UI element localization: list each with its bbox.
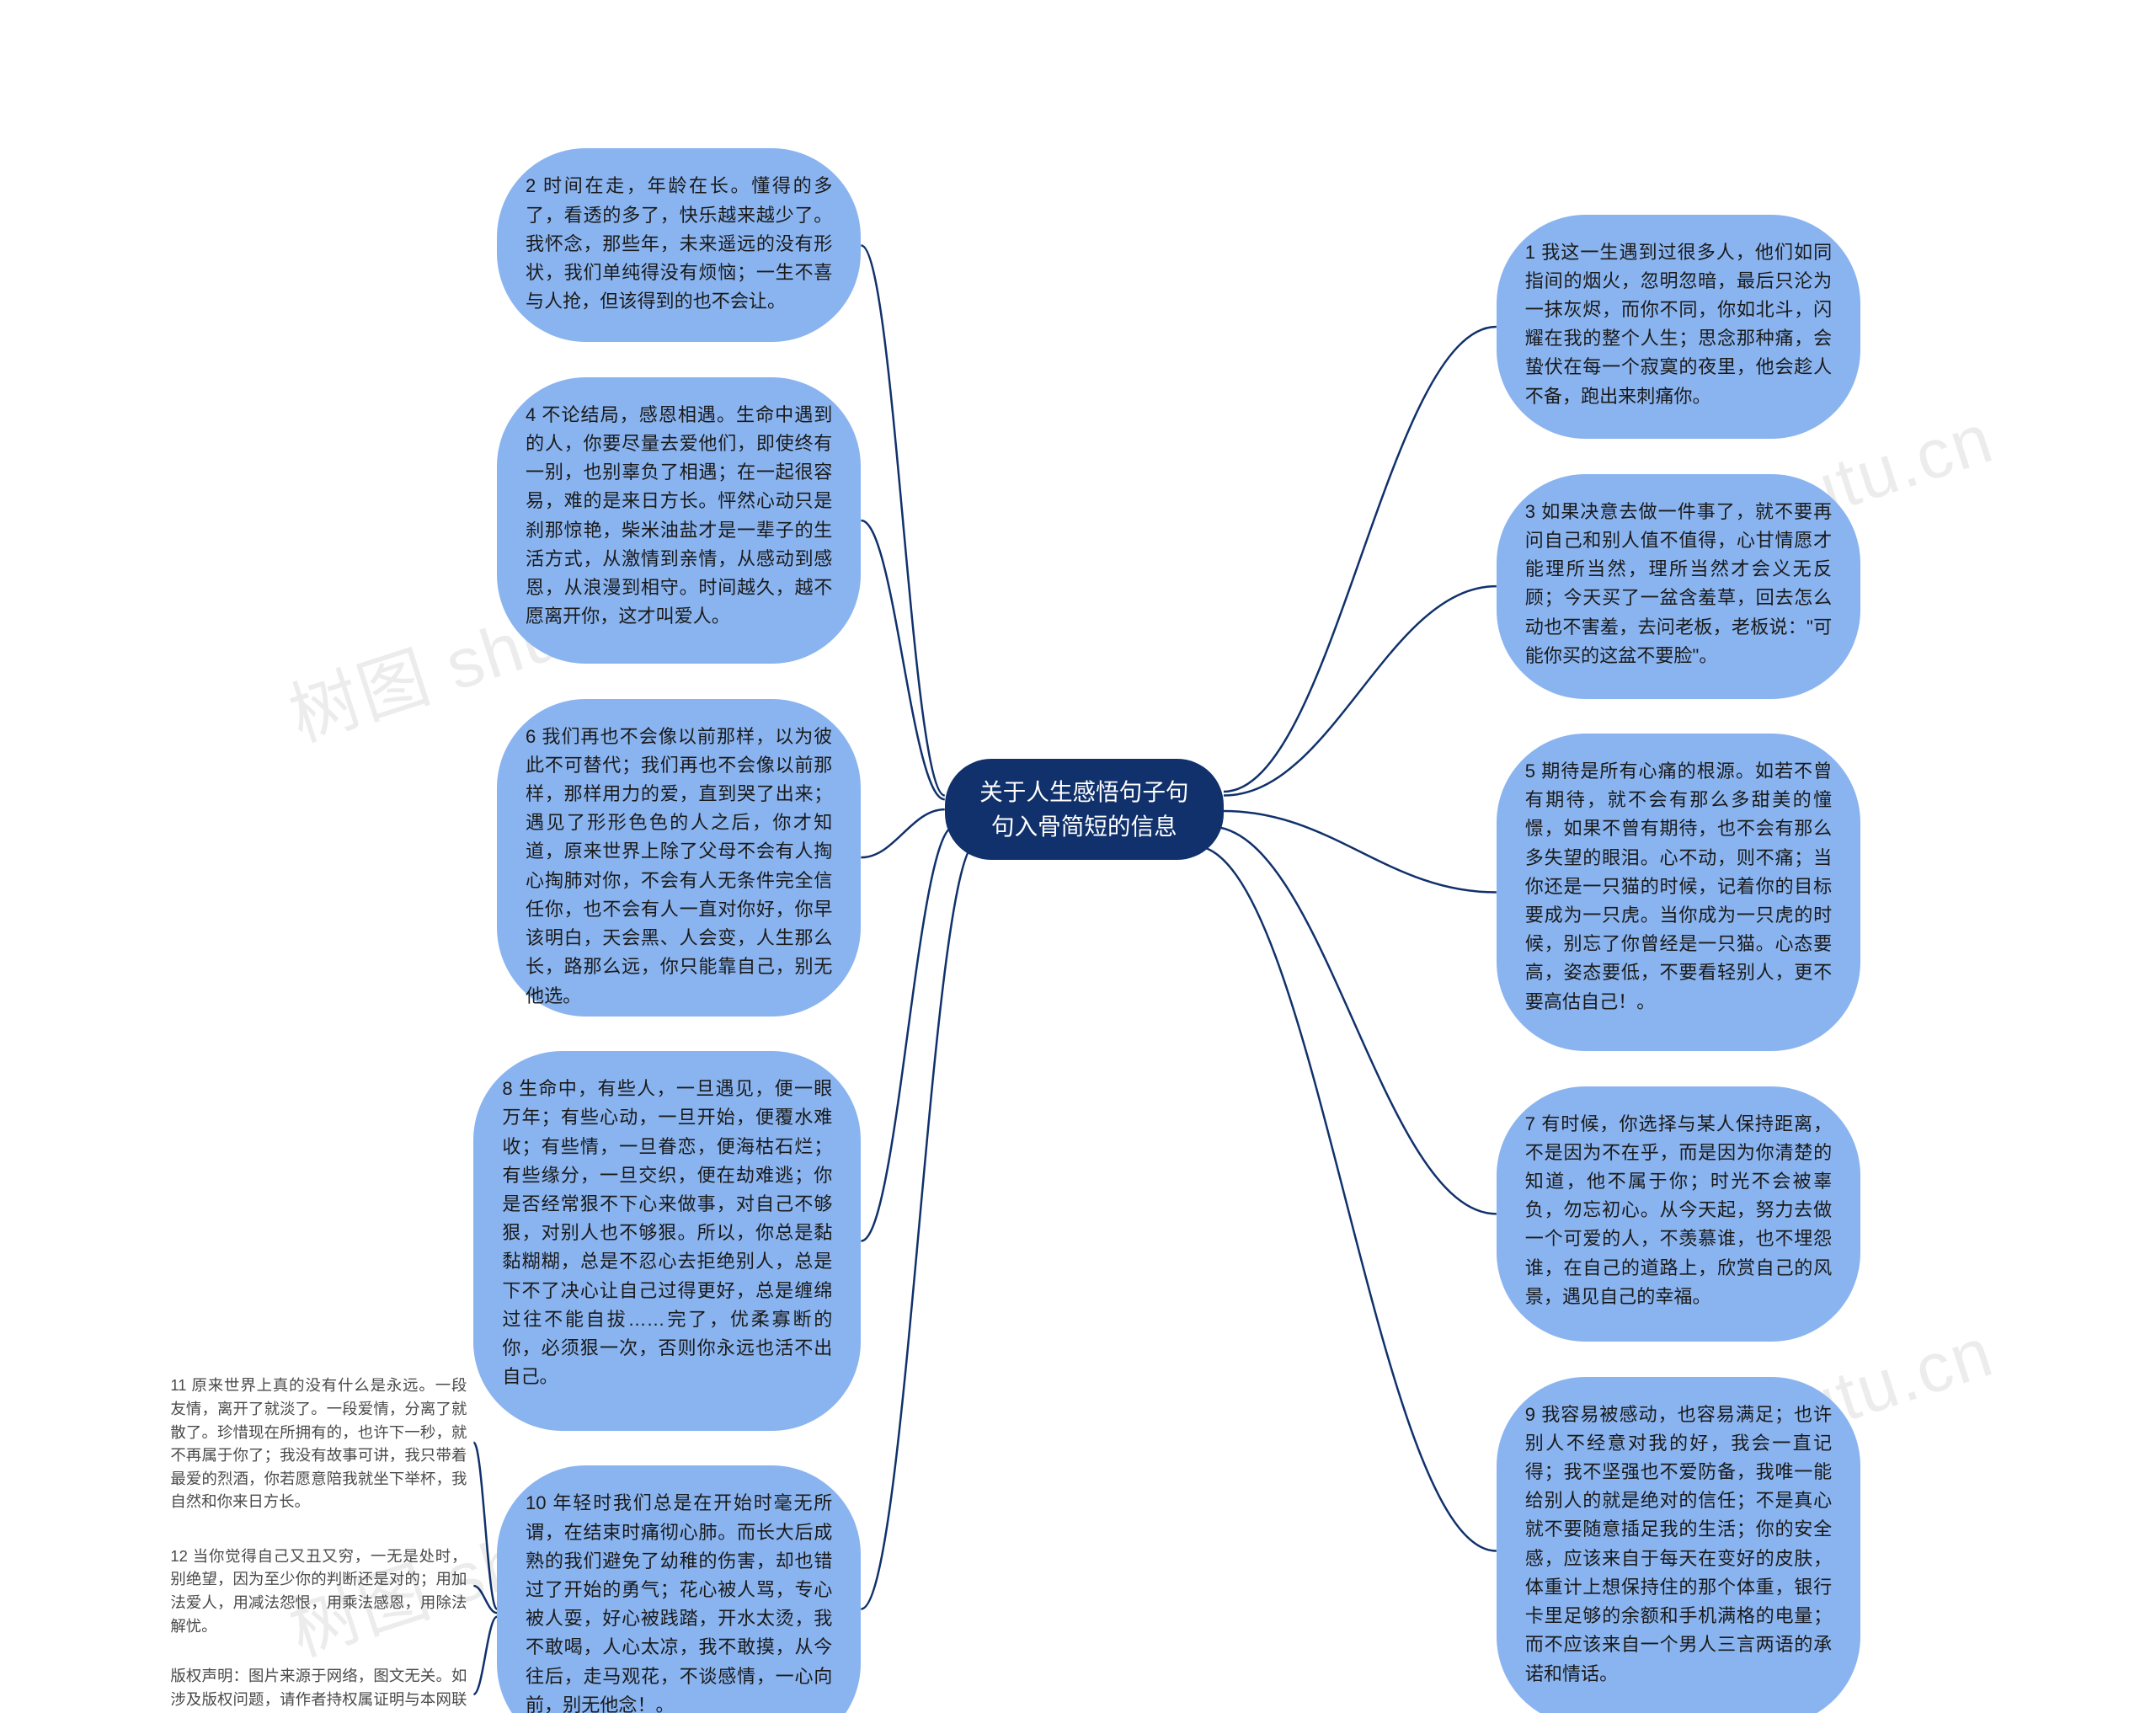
connector [861, 842, 977, 1609]
mindmap-stage: 树图 shutu.cn树图 shutu.cn树图 shutu.cn树图 shut… [0, 0, 2156, 1713]
connector [861, 520, 944, 799]
center-text: 关于人生感悟句子句句入骨简短的信息 [970, 775, 1198, 845]
connector [861, 826, 953, 1241]
plain-p12: 12 当你觉得自己又丑又穷，一无是处时，别绝望，因为至少你的判断还是对的；用加法… [163, 1540, 473, 1642]
node-n3: 3 如果决意去做一件事了，就不要再问自己和别人值不值得，心甘情愿才能理所当然，理… [1497, 474, 1860, 699]
plain-p11: 11 原来世界上真的没有什么是永远。一段友情，离开了就淡了。一段爱情，分离了就散… [163, 1369, 473, 1518]
node-text-n5: 5 期待是所有心痛的根源。如若不曾有期待，就不会有那么多甜美的憧憬，如果不曾有期… [1525, 760, 1832, 1012]
connector [1224, 327, 1497, 792]
node-text-n1: 1 我这一生遇到过很多人，他们如同指间的烟火，忽明忽暗，最后只沦为一抹灰烬，而你… [1525, 242, 1832, 407]
node-n9: 9 我容易被感动，也容易满足；也许别人不经意对我的好，我会一直记得；我不坚强也不… [1497, 1377, 1860, 1713]
node-text-n3: 3 如果决意去做一件事了，就不要再问自己和别人值不值得，心甘情愿才能理所当然，理… [1525, 501, 1832, 666]
connector [861, 245, 944, 795]
connector [473, 1586, 497, 1613]
node-text-n9: 9 我容易被感动，也容易满足；也许别人不经意对我的好，我会一直记得；我不坚强也不… [1525, 1404, 1832, 1684]
node-n2: 2 时间在走，年龄在长。懂得的多了，看透的多了，快乐越来越少了。我怀念，那些年，… [497, 148, 861, 342]
connector [1224, 586, 1497, 795]
node-text-n10: 10 年轻时我们总是在开始时毫无所谓，在结束时痛彻心肺。而长大后成熟的我们避免了… [526, 1492, 832, 1713]
connector [1194, 846, 1497, 1550]
connector [473, 1443, 497, 1609]
center-node: 关于人生感悟句子句句入骨简短的信息 [945, 759, 1224, 860]
node-n10: 10 年轻时我们总是在开始时毫无所谓，在结束时痛彻心肺。而长大后成熟的我们避免了… [497, 1465, 861, 1713]
connector [861, 809, 944, 857]
node-n4: 4 不论结局，感恩相遇。生命中遇到的人，你要尽量去爱他们，即使终有一别，也别辜负… [497, 377, 861, 664]
node-n8: 8 生命中，有些人，一旦遇见，便一眼万年；有些心动，一旦开始，便覆水难收；有些情… [473, 1051, 861, 1431]
node-n5: 5 期待是所有心痛的根源。如若不曾有期待，就不会有那么多甜美的憧憬，如果不曾有期… [1497, 734, 1860, 1051]
connector [473, 1617, 497, 1694]
node-n7: 7 有时候，你选择与某人保持距离，不是因为不在乎，而是因为你清楚的知道，他不属于… [1497, 1086, 1860, 1342]
node-n1: 1 我这一生遇到过很多人，他们如同指间的烟火，忽明忽暗，最后只沦为一抹灰烬，而你… [1497, 215, 1860, 440]
connector [1224, 811, 1497, 893]
node-text-n7: 7 有时候，你选择与某人保持距离，不是因为不在乎，而是因为你清楚的知道，他不属于… [1525, 1113, 1832, 1307]
node-text-n4: 4 不论结局，感恩相遇。生命中遇到的人，你要尽量去爱他们，即使终有一别，也别辜负… [526, 404, 832, 627]
plain-p_copyright: 版权声明：图片来源于网络，图文无关。如涉及版权问题，请作者持权属证明与本网联系 [163, 1659, 473, 1713]
connector [1209, 826, 1496, 1214]
node-n6: 6 我们再也不会像以前那样，以为彼此不可替代；我们再也不会像以前那样，那样用力的… [497, 699, 861, 1017]
node-text-n8: 8 生命中，有些人，一旦遇见，便一眼万年；有些心动，一旦开始，便覆水难收；有些情… [502, 1078, 832, 1387]
node-text-n6: 6 我们再也不会像以前那样，以为彼此不可替代；我们再也不会像以前那样，那样用力的… [526, 726, 832, 1006]
node-text-n2: 2 时间在走，年龄在长。懂得的多了，看透的多了，快乐越来越少了。我怀念，那些年，… [526, 175, 832, 312]
